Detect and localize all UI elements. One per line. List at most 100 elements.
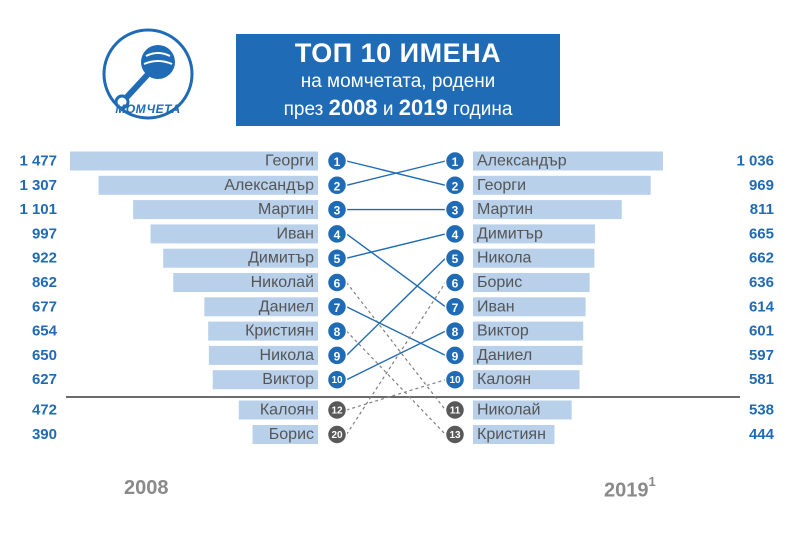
rank-number-2019: 9 bbox=[452, 349, 459, 363]
rank-badge-2019 bbox=[444, 272, 466, 293]
title-year-2019: 2019 bbox=[398, 95, 448, 120]
bar-2019 bbox=[473, 175, 651, 195]
value-label-2008: 677 bbox=[32, 298, 57, 315]
rank-badge-2008 bbox=[326, 296, 348, 318]
rank-number-2019: 6 bbox=[452, 277, 459, 291]
bar-2019 bbox=[473, 200, 622, 220]
name-label-2008: Георги bbox=[265, 153, 314, 170]
rank-connector bbox=[346, 257, 446, 356]
value-label-2019: 969 bbox=[749, 177, 774, 194]
rank-number-2019: 3 bbox=[452, 204, 459, 218]
name-label-2019: Мартин bbox=[477, 201, 533, 218]
value-label-2008: 997 bbox=[32, 225, 57, 242]
bar-2008 bbox=[150, 224, 318, 244]
rank-badge-2019 bbox=[444, 199, 466, 220]
bar-2019 bbox=[473, 297, 586, 317]
name-label-2019: Кристиян bbox=[477, 426, 546, 443]
value-label-2008: 390 bbox=[32, 426, 57, 443]
bar-2019 bbox=[473, 370, 580, 390]
name-label-2019: Борис bbox=[477, 274, 522, 291]
rank-badge-2019 bbox=[444, 320, 466, 342]
logo-label: МОМЧЕТА bbox=[115, 102, 181, 116]
bar-2008 bbox=[208, 321, 318, 341]
name-label-2008: Даниел bbox=[259, 298, 314, 315]
name-label-2008: Калоян bbox=[260, 402, 314, 419]
value-label-2008: 627 bbox=[32, 371, 57, 388]
value-label-2008: 1 101 bbox=[19, 201, 57, 218]
rank-number-2008: 6 bbox=[334, 277, 341, 291]
bar-2019 bbox=[473, 425, 555, 444]
value-label-2019: 444 bbox=[749, 426, 775, 443]
bar-2008 bbox=[238, 400, 318, 420]
name-label-2019: Георги bbox=[477, 177, 526, 194]
value-label-2019: 665 bbox=[749, 225, 774, 242]
rank-badge-2019 bbox=[444, 424, 466, 445]
name-label-2019: Даниел bbox=[477, 347, 532, 364]
rank-connector bbox=[345, 282, 447, 435]
bar-2019 bbox=[473, 248, 595, 268]
bar-2008 bbox=[173, 273, 318, 292]
name-label-2019: Калоян bbox=[477, 371, 531, 388]
rank-number-2008: 20 bbox=[331, 430, 343, 441]
title-main: ТОП 10 ИМЕНА bbox=[294, 38, 502, 68]
year-label-right-text: 2019 bbox=[604, 479, 649, 502]
bar-2008 bbox=[212, 370, 318, 390]
value-label-2008: 862 bbox=[32, 274, 57, 291]
name-label-2008: Виктор bbox=[262, 371, 314, 388]
value-label-2019: 614 bbox=[749, 298, 775, 315]
rattle-icon bbox=[102, 28, 194, 120]
value-label-2019: 597 bbox=[749, 347, 774, 364]
rank-badge-2019 bbox=[444, 175, 466, 196]
rank-badge-2008 bbox=[326, 272, 348, 293]
name-label-2019: Димитър bbox=[477, 225, 543, 242]
rank-connector bbox=[346, 282, 446, 411]
rank-badge-2019 bbox=[444, 296, 466, 318]
rank-badge-2008 bbox=[326, 199, 348, 220]
rank-badge-2019 bbox=[444, 150, 466, 172]
name-label-2019: Николай bbox=[477, 402, 540, 419]
year-label-right: 20191 bbox=[604, 474, 656, 503]
rank-number-2008: 12 bbox=[331, 406, 343, 417]
rank-number-2019: 4 bbox=[452, 228, 459, 242]
rank-badge-2008 bbox=[326, 175, 348, 196]
value-label-2008: 472 bbox=[32, 402, 57, 419]
title-suffix: година bbox=[452, 99, 513, 120]
value-label-2008: 654 bbox=[32, 323, 58, 340]
name-label-2008: Иван bbox=[276, 225, 314, 242]
bar-2019 bbox=[473, 400, 572, 420]
rank-number-2019: 7 bbox=[452, 301, 459, 315]
bar-2019 bbox=[473, 321, 584, 341]
rank-badge-2019 bbox=[444, 345, 466, 366]
rank-connector bbox=[346, 379, 446, 411]
rank-badge-2019 bbox=[444, 399, 466, 421]
value-label-2019: 581 bbox=[749, 371, 774, 388]
rank-badge-2008 bbox=[326, 247, 348, 269]
rank-number-2008: 9 bbox=[334, 349, 341, 363]
title-box: ТОП 10 ИМЕНА на момчетата, родени през 2… bbox=[236, 34, 560, 126]
rank-number-2019: 13 bbox=[449, 430, 461, 441]
rank-badge-2019 bbox=[444, 247, 466, 269]
rank-number-2019: 10 bbox=[449, 375, 461, 386]
rank-number-2019: 8 bbox=[452, 325, 459, 339]
rank-connector bbox=[346, 233, 446, 259]
value-label-2008: 1 477 bbox=[19, 153, 57, 170]
rank-number-2008: 4 bbox=[334, 228, 341, 242]
title-year-2008: 2008 bbox=[328, 95, 378, 120]
bar-2008 bbox=[204, 297, 318, 317]
name-label-2008: Кристиян bbox=[245, 323, 314, 340]
rank-badge-2008 bbox=[326, 345, 348, 366]
rank-badge-2008 bbox=[326, 320, 348, 342]
value-label-2019: 811 bbox=[750, 201, 774, 218]
rank-connector bbox=[346, 330, 446, 381]
rank-connector bbox=[346, 160, 446, 186]
bar-2019 bbox=[473, 151, 663, 171]
rank-number-2019: 1 bbox=[452, 155, 459, 169]
rank-connector bbox=[346, 306, 446, 357]
value-label-2008: 922 bbox=[32, 250, 57, 267]
value-label-2019: 1 036 bbox=[736, 153, 774, 170]
bar-2008 bbox=[98, 175, 319, 195]
rank-badge-2008 bbox=[326, 424, 348, 445]
value-label-2008: 650 bbox=[32, 347, 57, 364]
